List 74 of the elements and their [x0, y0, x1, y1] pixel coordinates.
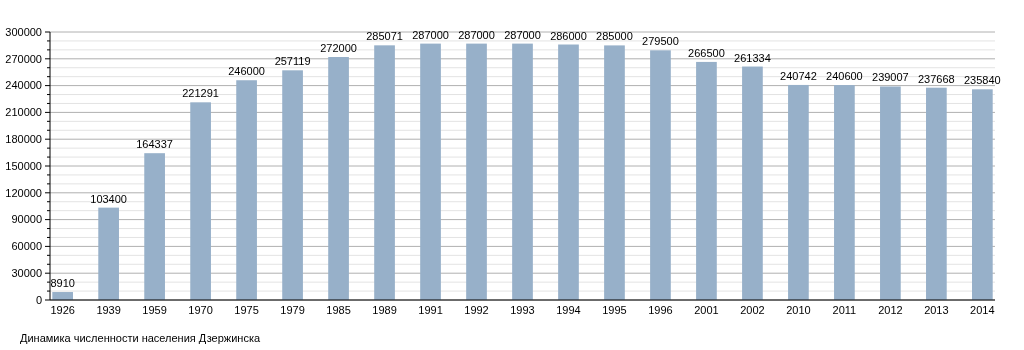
- y-tick-label: 240000: [5, 79, 42, 92]
- bar: [512, 43, 533, 300]
- data-label: 287000: [458, 28, 495, 41]
- x-tick-label: 1992: [464, 304, 489, 316]
- bar: [558, 44, 579, 300]
- data-label: 285071: [366, 30, 403, 43]
- y-tick-label: 120000: [5, 186, 42, 199]
- y-tick-label: 180000: [5, 133, 42, 146]
- text: Динамика численности населения Дзержинска: [20, 332, 261, 344]
- x-tick-label: 2001: [694, 304, 719, 316]
- y-tick-label: 270000: [5, 52, 42, 65]
- y-tick-label: 210000: [5, 106, 42, 119]
- data-label: 287000: [504, 28, 541, 41]
- bar: [98, 207, 119, 300]
- data-label: 239007: [872, 71, 909, 84]
- x-tick-label: 1993: [510, 304, 535, 316]
- y-tick-label: 90000: [11, 213, 42, 226]
- x-tick-label: 1994: [556, 304, 581, 316]
- data-label: 240600: [826, 70, 863, 83]
- bar: [650, 50, 671, 300]
- data-label: 286000: [550, 29, 587, 42]
- bar: [788, 84, 809, 300]
- bar: [144, 153, 165, 300]
- data-label: 266500: [688, 46, 725, 59]
- bar: [282, 70, 303, 300]
- bar: [604, 45, 625, 300]
- x-tick-label: 1989: [372, 304, 397, 316]
- y-tick-label: 30000: [11, 267, 42, 280]
- y-tick-label: 0: [35, 293, 42, 306]
- x-tick-label: 2014: [970, 304, 995, 316]
- x-tick-label: 1939: [96, 304, 121, 316]
- x-tick-label: 1996: [648, 304, 673, 316]
- x-tick-label: 1979: [280, 304, 305, 316]
- bar: [834, 85, 855, 300]
- bar: [420, 43, 441, 300]
- data-label: 272000: [320, 42, 357, 55]
- data-label: 246000: [228, 65, 265, 78]
- data-label: 279500: [642, 35, 679, 48]
- data-label: 235840: [963, 74, 1001, 87]
- data-label: 164337: [136, 138, 173, 151]
- x-tick-label: 1985: [326, 304, 351, 316]
- bar: [926, 87, 947, 300]
- x-tick-label: 2011: [832, 304, 857, 316]
- x-tick-label: 2002: [740, 304, 765, 316]
- data-label: 237668: [918, 72, 955, 85]
- bar: [466, 43, 487, 300]
- bar: [328, 57, 349, 300]
- y-tick-label: 150000: [5, 159, 42, 172]
- bar: [236, 80, 257, 300]
- x-tick-label: 1959: [142, 304, 167, 316]
- bar: [742, 66, 763, 300]
- x-tick-label: 2010: [786, 304, 811, 316]
- bar: [972, 89, 993, 300]
- x-tick-label: 1995: [602, 304, 627, 316]
- data-label: 240742: [780, 69, 817, 82]
- x-tick-label: 1975: [234, 304, 259, 316]
- bar: [190, 102, 211, 300]
- data-label: 287000: [412, 28, 449, 41]
- x-tick-label: 2013: [924, 304, 949, 316]
- y-tick-label: 60000: [11, 240, 42, 253]
- data-label: 257119: [274, 55, 311, 68]
- x-tick-label: 1991: [418, 304, 443, 316]
- bar: [880, 86, 901, 300]
- y-tick-label: 300000: [5, 25, 42, 38]
- x-tick-label: 1926: [50, 304, 75, 316]
- bar: [696, 61, 717, 300]
- data-label: 221291: [182, 87, 219, 100]
- x-tick-label: 2012: [878, 304, 903, 316]
- data-label: 103400: [90, 192, 127, 205]
- x-tick-label: 1970: [188, 304, 213, 316]
- bar: [374, 45, 395, 300]
- data-label: 261334: [734, 51, 771, 64]
- data-label: 285000: [596, 30, 633, 43]
- data-label: 8910: [50, 277, 75, 290]
